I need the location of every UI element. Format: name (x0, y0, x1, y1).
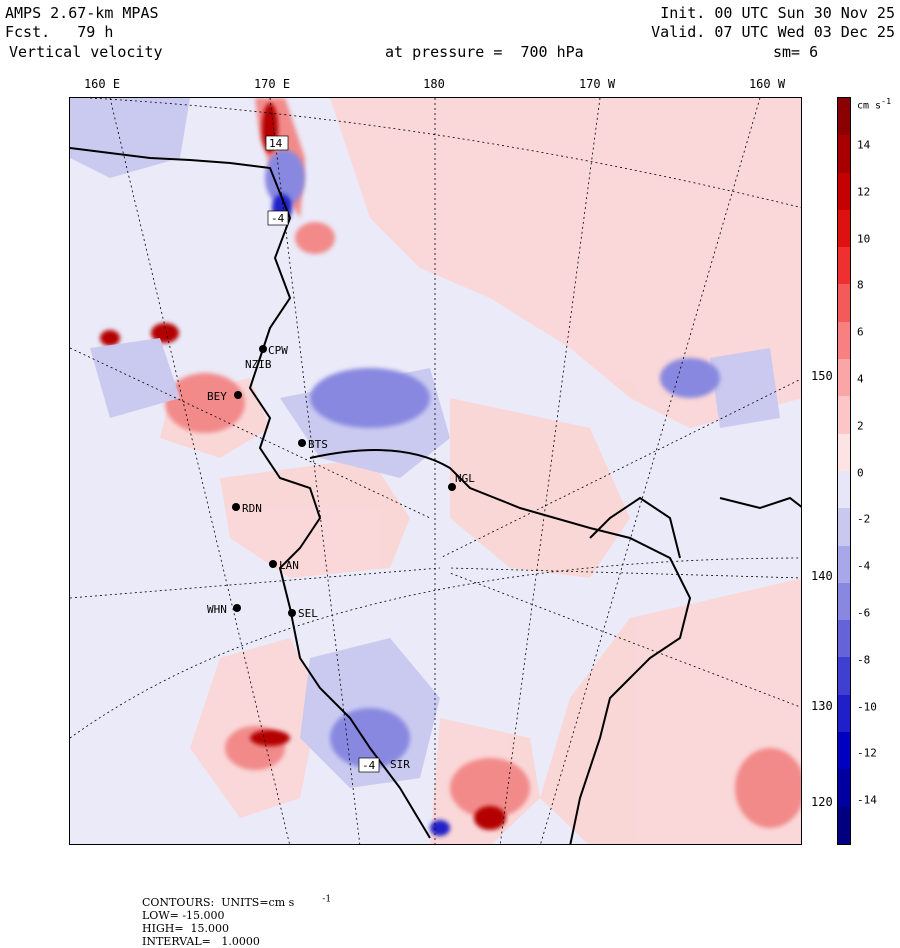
colorbar-tick-label: 14 (857, 138, 871, 152)
init-time: Init. 00 UTC Sun 30 Nov 25 (660, 4, 895, 22)
footer-contours: CONTOURS: UNITS=cm s -1 LOW= -15.000 HIGH… (142, 893, 332, 948)
forecast-hour: Fcst. 79 h (5, 23, 114, 41)
colorbar-swatch (838, 172, 850, 210)
station-label-cpw: CPW (268, 344, 288, 357)
colorbar-tick-label: 4 (857, 372, 864, 386)
lon-label-160e: 160 E (83, 77, 121, 91)
station-marker-bts (298, 439, 306, 447)
colorbar-tick-label: -8 (857, 653, 871, 667)
colorbar-swatch (838, 284, 850, 322)
colorbar-swatch (838, 769, 850, 807)
colorbar-swatch (838, 135, 850, 173)
valid-time: Valid. 07 UTC Wed 03 Dec 25 (651, 23, 895, 41)
station-marker-sel (288, 609, 296, 617)
station-label-sir: SIR (390, 758, 410, 771)
colorbar-swatch (838, 732, 850, 770)
colorbar-swatch (838, 321, 850, 360)
colorbar-tick-label: -2 (857, 512, 871, 526)
colorbar-swatch (838, 620, 850, 658)
stations: CPW NZIB BEY BTS NGL RDN LAN WHN SEL SIR (207, 344, 475, 771)
station-label-bts: BTS (308, 438, 328, 451)
colorbar-swatch (838, 359, 850, 397)
colorbar-swatch (838, 508, 850, 546)
station-label-bey: BEY (207, 390, 227, 403)
colorbar-swatch (838, 657, 850, 695)
colorbar-tick-label: 8 (857, 278, 864, 292)
colorbar-tick-label: -12 (857, 746, 877, 760)
station-marker-cpw (259, 345, 267, 353)
lon-label-180: 180 (423, 77, 445, 91)
station-label-nzib: NZIB (245, 358, 272, 371)
vertical-velocity-map: CPW NZIB BEY BTS NGL RDN LAN WHN SEL SIR… (70, 98, 801, 844)
colorbar-swatch (838, 98, 850, 136)
model-title: AMPS 2.67-km MPAS (5, 4, 159, 22)
station-marker-whn (233, 604, 241, 612)
coastline (70, 147, 801, 844)
colorbar-units: cm s-1 (857, 96, 892, 112)
pressure-level: at pressure = 700 hPa (385, 43, 584, 61)
field-name: Vertical velocity (9, 43, 163, 61)
colorbar-tick-label: -14 (857, 793, 877, 807)
station-label-rdn: RDN (242, 502, 262, 515)
station-marker-rdn (232, 503, 240, 511)
contour-label-3: -4 (362, 759, 376, 772)
station-label-ngl: NGL (455, 472, 475, 485)
station-label-sel: SEL (298, 607, 318, 620)
colorbar-tick-label: 2 (857, 419, 864, 433)
colorbar-tick-label: -4 (857, 559, 871, 573)
station-label-whn: WHN (207, 603, 227, 616)
station-marker-lan (269, 560, 277, 568)
colorbar-tick-label: 10 (857, 232, 871, 246)
colorbar-tick-label: 6 (857, 325, 864, 339)
positive-velocity-areas (160, 98, 801, 844)
map-panel[interactable]: CPW NZIB BEY BTS NGL RDN LAN WHN SEL SIR… (69, 97, 802, 845)
colorbar-tick-label: -10 (857, 700, 877, 714)
contour-label-2: -4 (271, 212, 285, 225)
colorbar-swatch (838, 470, 850, 509)
colorbar-swatch (838, 694, 850, 733)
smoothing: sm= 6 (773, 43, 819, 61)
contour-value-labels: 14 -4 -4 (265, 135, 380, 773)
colorbar-swatch (838, 545, 850, 583)
strongest-positive (100, 103, 506, 830)
colorbar-tick-label: 12 (857, 185, 871, 199)
colorbar-swatch (838, 247, 850, 285)
colorbar-swatch (838, 396, 850, 434)
contour-label-1: 14 (269, 137, 283, 150)
colorbar (837, 97, 851, 845)
colorbar-swatch (838, 433, 850, 471)
colorbar-swatch (838, 209, 850, 248)
lon-label-160w: 160 W (748, 77, 786, 91)
colorbar-tick-label: 0 (857, 466, 864, 480)
colorbar-swatch (838, 582, 850, 621)
lon-label-170e: 170 E (253, 77, 291, 91)
strong-negative-cores (265, 150, 720, 768)
colorbar-tick-label: -6 (857, 606, 871, 620)
colorbar-swatch (838, 806, 850, 844)
station-marker-ngl (448, 483, 456, 491)
station-marker-bey (234, 391, 242, 399)
station-label-lan: LAN (279, 559, 299, 572)
lon-label-170w: 170 W (578, 77, 616, 91)
